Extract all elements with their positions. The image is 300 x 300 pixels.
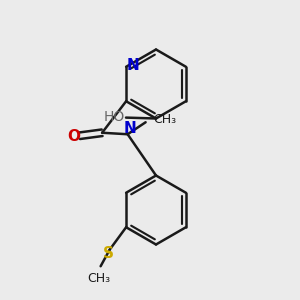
- Text: S: S: [103, 246, 114, 261]
- Text: CH₃: CH₃: [88, 272, 111, 285]
- Text: N: N: [126, 58, 139, 73]
- Text: CH₃: CH₃: [153, 113, 176, 126]
- Text: O: O: [68, 129, 81, 144]
- Text: HO: HO: [103, 110, 124, 124]
- Text: N: N: [124, 121, 136, 136]
